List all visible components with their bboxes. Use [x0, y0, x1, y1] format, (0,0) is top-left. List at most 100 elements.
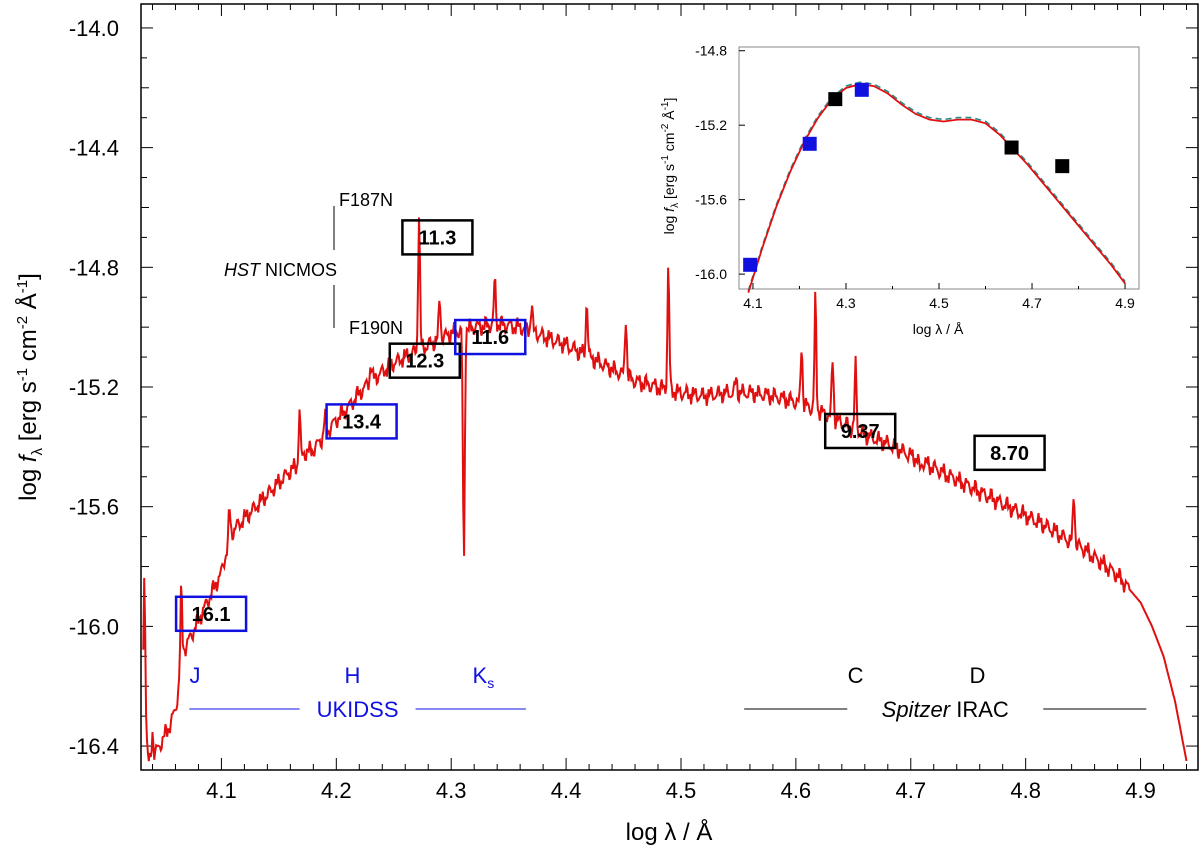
- band-label: C: [848, 663, 864, 688]
- y-axis-title: log fλ [erg s-1 cm-2 Å-1]: [14, 273, 46, 501]
- photometry-box-frame: [454, 318, 527, 356]
- y-axis-title-units-d: ]: [15, 273, 42, 280]
- y-axis-title-units-c: Å: [14, 293, 42, 316]
- inset-photometry-square: [828, 92, 843, 107]
- y-tick-label: -16.4: [69, 734, 119, 759]
- photometry-box-frame: [823, 412, 897, 450]
- band-label: H: [344, 663, 360, 688]
- y-tick-label: -15.2: [69, 375, 119, 400]
- x-tick-label: 4.6: [781, 778, 812, 803]
- x-tick-label: 4.5: [666, 778, 697, 803]
- y-tick-label: -15.6: [69, 495, 119, 520]
- y-axis-title-exp1: -1: [14, 368, 31, 381]
- f190n-label: F190N: [349, 318, 403, 338]
- x-tick-label: 4.3: [436, 778, 467, 803]
- inset-x-tick-label: 4.9: [1115, 295, 1135, 311]
- inset-x-tick-label: 4.1: [743, 295, 763, 311]
- photometry-boxes: 16.1 13.4 11.3 12.3 11.6 9.37 8.70: [174, 219, 1046, 633]
- photometry-magnitude: 12.3: [405, 351, 444, 373]
- inset-frame: [738, 46, 1140, 290]
- photometry-box: 16.1: [174, 595, 248, 633]
- y-axis-title-units-a: [erg s: [15, 381, 42, 448]
- x-tick-label: 4.9: [1125, 778, 1156, 803]
- y-tick-label: -16.0: [69, 614, 119, 639]
- photometry-magnitude: 16.1: [192, 604, 231, 626]
- photometry-box-frame: [174, 595, 248, 633]
- photometry-box-frame: [973, 434, 1046, 472]
- inset-y-tick-label: -15.2: [695, 117, 727, 133]
- photometry-box: 11.3: [401, 219, 474, 256]
- y-axis-title-exp2: -2: [14, 316, 31, 329]
- photometry-magnitude: 13.4: [342, 411, 382, 433]
- inset-photometry-square: [802, 136, 817, 151]
- inset-photometry-square: [1055, 159, 1070, 174]
- x-tick-label: 4.7: [895, 778, 926, 803]
- photometry-box-frame: [325, 403, 398, 440]
- hst-nicmos-annotation: F187N F190N HST NICMOS: [224, 190, 403, 338]
- inset-y-title-exp2: -2: [660, 123, 671, 132]
- inset-y-tick-label: -16.0: [695, 266, 727, 282]
- inset-y-title-f: f: [661, 206, 677, 212]
- photometry-box: 13.4: [325, 403, 398, 440]
- model-spectrum-curve: [142, 217, 1188, 762]
- photometry-magnitude: 9.37: [841, 421, 880, 443]
- inset-y-title-exp1: -1: [660, 155, 671, 164]
- x-tick-label: 4.1: [206, 778, 237, 803]
- y-axis-title-f: f: [15, 453, 42, 462]
- inset-x-tick-label: 4.5: [929, 295, 949, 311]
- inset-x-tick-label: 4.3: [836, 295, 856, 311]
- inset-photometry-points: [743, 82, 1070, 272]
- inset-y-title-lambda: λ: [670, 203, 681, 208]
- y-axis-title-exp3: -1: [14, 280, 31, 293]
- inset-x-tick-label: 4.7: [1022, 295, 1042, 311]
- inset-model-curve: [747, 81, 1126, 293]
- y-axis-title-lambda: λ: [29, 447, 46, 455]
- inset-model-line: [747, 83, 1126, 293]
- inset-axis-ticks: 4.1 4.3 4.5 4.7 4.9 -14.8 -15.2 -15.6 -16.0: [695, 43, 1135, 311]
- f187n-label: F187N: [339, 190, 393, 210]
- survey-label-italic: Spitzer: [882, 697, 952, 722]
- y-axis-title-units-b: cm: [15, 329, 42, 368]
- inset-photometry-square: [854, 82, 869, 97]
- band-label: J: [189, 663, 200, 688]
- inset-y-title-units-a: [erg s: [661, 164, 677, 203]
- plot-frame: [140, 3, 1199, 771]
- inset-photometry-square: [743, 257, 758, 272]
- inset-photometry-square: [1004, 140, 1019, 155]
- survey-label-rest: IRAC: [950, 697, 1009, 722]
- hst-nicmos-label: HST NICMOS: [224, 260, 337, 280]
- photometry-box: 8.70: [973, 434, 1046, 472]
- y-axis-title-log: log: [15, 462, 42, 501]
- inset-y-title-exp3: -1: [660, 101, 671, 110]
- x-tick-label: 4.4: [551, 778, 582, 803]
- hst-label: HST: [224, 260, 262, 280]
- inset-y-title-log: log: [661, 212, 677, 235]
- inset-y-title-units-c: Å: [661, 110, 677, 124]
- photometry-box-frame: [388, 342, 462, 379]
- x-axis-title: log λ / Å: [626, 818, 713, 846]
- photometry-box: 12.3: [388, 342, 462, 379]
- x-tick-label: 4.2: [321, 778, 352, 803]
- survey-label: Spitzer IRAC: [882, 697, 1009, 722]
- inset-y-tick-label: -15.6: [695, 192, 727, 208]
- photometry-box: 9.37: [823, 412, 897, 450]
- inset-x-axis-title: log λ / Å: [913, 321, 964, 337]
- x-tick-label: 4.8: [1010, 778, 1041, 803]
- nicmos-label: NICMOS: [260, 260, 337, 280]
- band-label: D: [969, 663, 985, 688]
- photometry-magnitude: 11.6: [471, 327, 509, 349]
- inset-y-axis-title: log fλ [erg s-1 cm-2 Å-1]: [660, 98, 681, 235]
- inset-y-title-units-d: ]: [661, 98, 677, 102]
- y-tick-label: -14.8: [69, 255, 119, 280]
- inset-dashed-model: [747, 81, 1126, 291]
- inset-y-tick-label: -14.8: [695, 43, 727, 59]
- y-tick-label: -14.0: [69, 16, 119, 41]
- inset-plot: 4.1 4.3 4.5 4.7 4.9 -14.8 -15.2 -15.6 -16.0 log …: [660, 43, 1140, 337]
- model-spectrum-line: [142, 217, 1188, 762]
- y-tick-label: -14.4: [69, 136, 119, 161]
- photometry-magnitude: 8.70: [990, 443, 1029, 465]
- photometry-magnitude: 11.3: [419, 227, 457, 249]
- inset-y-title-units-b: cm: [661, 133, 677, 156]
